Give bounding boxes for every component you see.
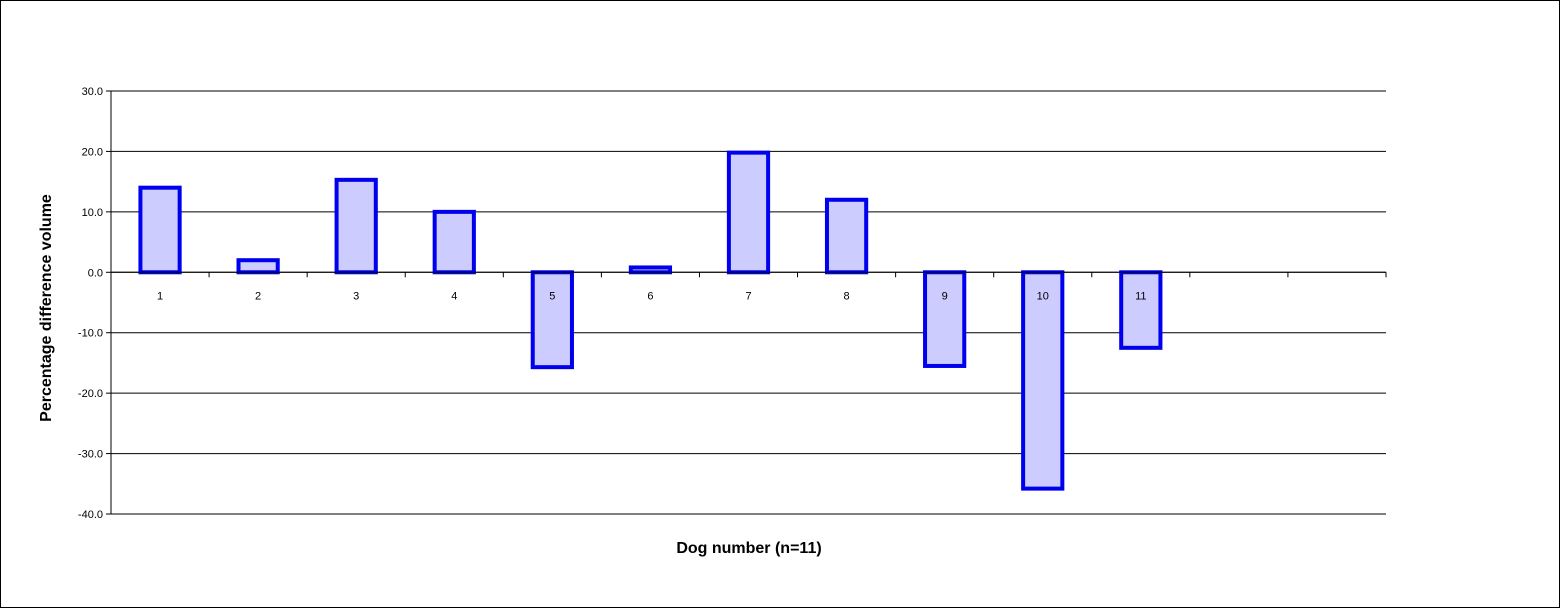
- x-tick-label: 10: [1037, 290, 1049, 302]
- x-axis-title: Dog number (n=11): [676, 540, 821, 557]
- x-tick-label: 6: [647, 290, 653, 302]
- y-tick-label: -20.0: [78, 388, 103, 400]
- x-tick-label: 3: [353, 290, 359, 302]
- axes: [110, 91, 1387, 514]
- bar-10: [1021, 270, 1065, 491]
- x-tick-label: 7: [745, 290, 751, 302]
- y-tick-label: -30.0: [78, 449, 103, 461]
- y-tick-label: 30.0: [82, 86, 103, 98]
- x-tick-label: 2: [255, 290, 261, 302]
- bar-8: [824, 197, 869, 275]
- x-tick-label: 5: [549, 290, 555, 302]
- y-tick-label: -10.0: [78, 328, 103, 340]
- bars: [138, 150, 1163, 491]
- bar-9: [923, 270, 967, 368]
- y-tick-labels: 30.0 20.0 10.0 0.0 -10.0 -20.0 -30.0 -40.0: [78, 86, 103, 521]
- y-axis-title: Percentage difference volume: [38, 194, 55, 422]
- y-tick-label: 0.0: [88, 267, 103, 279]
- x-tick-label: 8: [844, 290, 850, 302]
- x-tick-label: 1: [157, 290, 163, 302]
- bar-11: [1119, 270, 1163, 350]
- bar-4: [432, 209, 476, 275]
- bar-2: [236, 258, 280, 275]
- x-tick-label: 9: [942, 290, 948, 302]
- x-tick-labels: 1 2 3 4 5 6 7 8 9 10 11: [157, 290, 1147, 302]
- bar-7: [726, 150, 771, 275]
- y-tick-label: -40.0: [78, 509, 103, 521]
- bar-1: [138, 185, 182, 275]
- x-tick-label: 4: [451, 290, 457, 302]
- x-tick-label: 11: [1135, 290, 1146, 302]
- bar-3: [334, 177, 378, 275]
- y-tick-label: 10.0: [82, 207, 103, 219]
- bar-6: [628, 265, 673, 275]
- y-tick-label: 20.0: [82, 146, 103, 158]
- bar-5: [530, 270, 574, 370]
